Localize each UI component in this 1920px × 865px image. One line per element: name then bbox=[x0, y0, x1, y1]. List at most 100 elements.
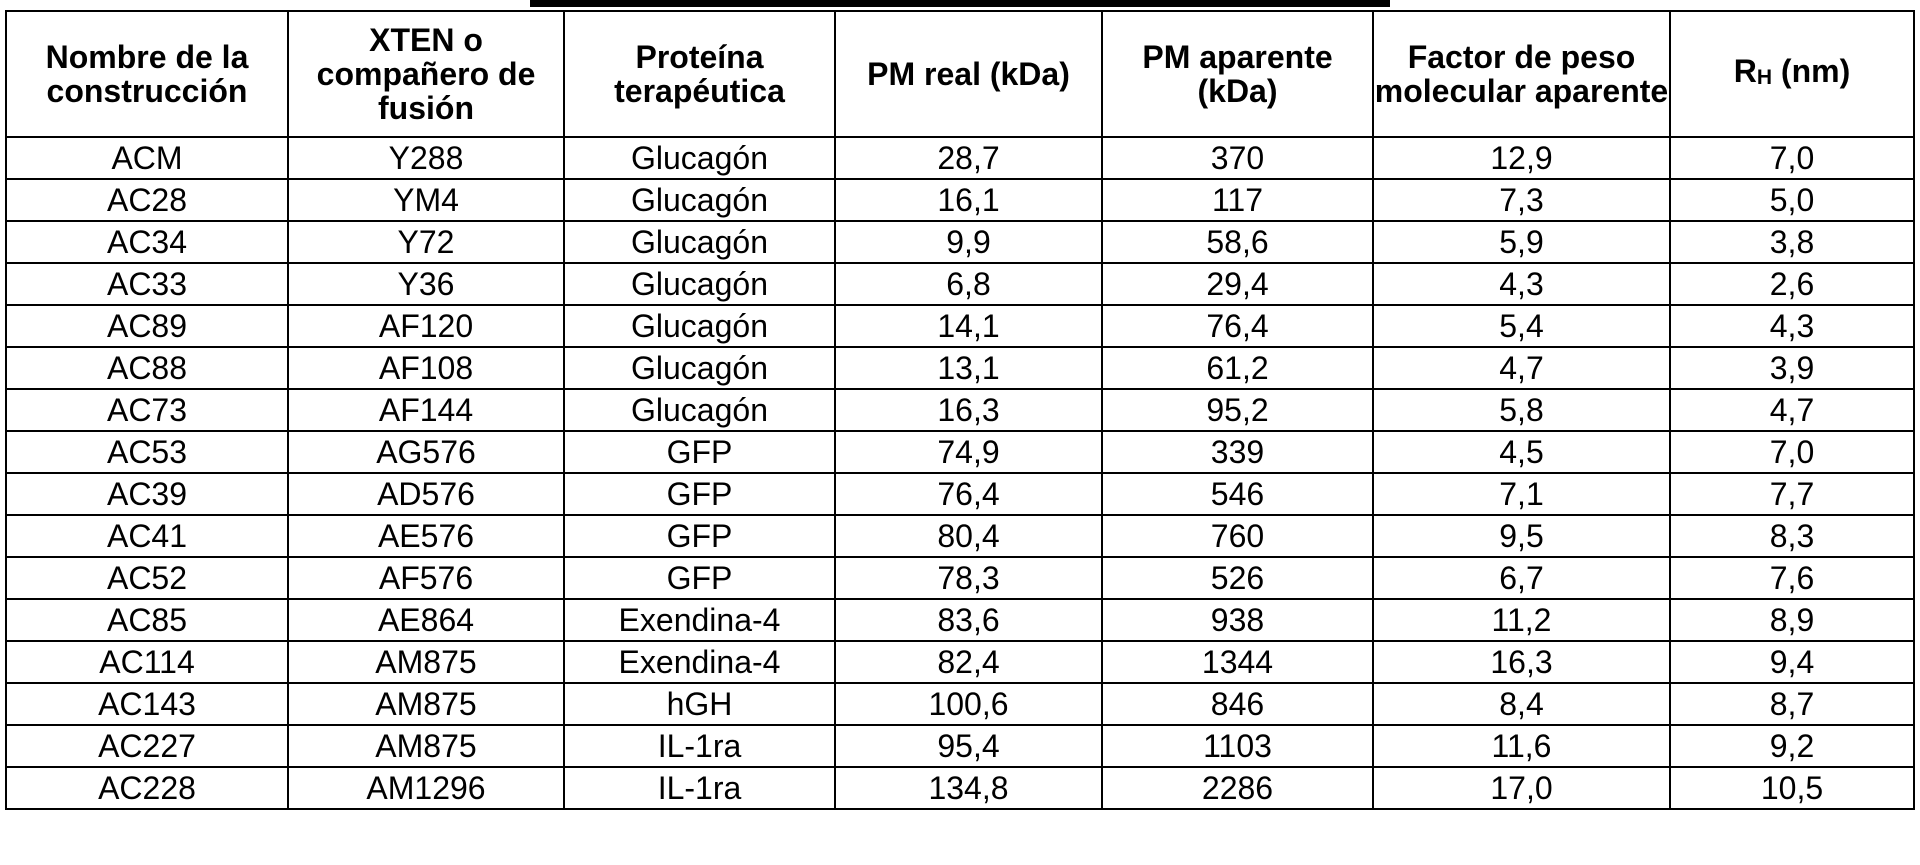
table-row: AC34Y72Glucagón9,958,65,93,8 bbox=[6, 221, 1914, 263]
cell-apparent-mw-factor: 4,5 bbox=[1373, 431, 1670, 473]
cell-apparent-mw-factor: 9,5 bbox=[1373, 515, 1670, 557]
cell-apparent-mw-factor: 8,4 bbox=[1373, 683, 1670, 725]
cell-xten-partner: AF576 bbox=[288, 557, 564, 599]
table-row: AC89AF120Glucagón14,176,45,44,3 bbox=[6, 305, 1914, 347]
cell-xten-partner: Y288 bbox=[288, 137, 564, 179]
top-rule bbox=[530, 0, 1390, 7]
header-xten-partner: XTEN o compañero de fusión bbox=[288, 11, 564, 137]
cell-xten-partner: AF120 bbox=[288, 305, 564, 347]
cell-construction-name: AC88 bbox=[6, 347, 288, 389]
cell-apparent-mw: 58,6 bbox=[1102, 221, 1373, 263]
header-rh-unit: (nm) bbox=[1772, 53, 1850, 89]
cell-xten-partner: AG576 bbox=[288, 431, 564, 473]
cell-real-mw: 28,7 bbox=[835, 137, 1102, 179]
cell-xten-partner: AE864 bbox=[288, 599, 564, 641]
cell-construction-name: AC28 bbox=[6, 179, 288, 221]
cell-hydrodynamic-radius: 5,0 bbox=[1670, 179, 1914, 221]
cell-hydrodynamic-radius: 8,3 bbox=[1670, 515, 1914, 557]
cell-hydrodynamic-radius: 3,9 bbox=[1670, 347, 1914, 389]
cell-apparent-mw: 370 bbox=[1102, 137, 1373, 179]
table-row: AC85AE864Exendina-483,693811,28,9 bbox=[6, 599, 1914, 641]
cell-real-mw: 6,8 bbox=[835, 263, 1102, 305]
table-row: AC41AE576GFP80,47609,58,3 bbox=[6, 515, 1914, 557]
cell-construction-name: AC228 bbox=[6, 767, 288, 809]
cell-construction-name: AC73 bbox=[6, 389, 288, 431]
cell-hydrodynamic-radius: 7,0 bbox=[1670, 137, 1914, 179]
cell-apparent-mw-factor: 7,1 bbox=[1373, 473, 1670, 515]
cell-real-mw: 16,3 bbox=[835, 389, 1102, 431]
cell-hydrodynamic-radius: 8,9 bbox=[1670, 599, 1914, 641]
cell-therapeutic-protein: Glucagón bbox=[564, 221, 835, 263]
table-row: AC88AF108Glucagón13,161,24,73,9 bbox=[6, 347, 1914, 389]
cell-real-mw: 95,4 bbox=[835, 725, 1102, 767]
table-row: ACMY288Glucagón28,737012,97,0 bbox=[6, 137, 1914, 179]
cell-real-mw: 9,9 bbox=[835, 221, 1102, 263]
cell-real-mw: 83,6 bbox=[835, 599, 1102, 641]
cell-apparent-mw-factor: 5,4 bbox=[1373, 305, 1670, 347]
cell-xten-partner: AD576 bbox=[288, 473, 564, 515]
cell-apparent-mw-factor: 4,3 bbox=[1373, 263, 1670, 305]
cell-xten-partner: AM875 bbox=[288, 641, 564, 683]
cell-hydrodynamic-radius: 4,3 bbox=[1670, 305, 1914, 347]
cell-therapeutic-protein: IL-1ra bbox=[564, 725, 835, 767]
cell-therapeutic-protein: GFP bbox=[564, 515, 835, 557]
cell-construction-name: AC52 bbox=[6, 557, 288, 599]
cell-therapeutic-protein: hGH bbox=[564, 683, 835, 725]
table-row: AC73AF144Glucagón16,395,25,84,7 bbox=[6, 389, 1914, 431]
cell-therapeutic-protein: GFP bbox=[564, 557, 835, 599]
cell-hydrodynamic-radius: 9,2 bbox=[1670, 725, 1914, 767]
header-hydrodynamic-radius: RH (nm) bbox=[1670, 11, 1914, 137]
cell-apparent-mw: 2286 bbox=[1102, 767, 1373, 809]
cell-hydrodynamic-radius: 9,4 bbox=[1670, 641, 1914, 683]
cell-construction-name: AC85 bbox=[6, 599, 288, 641]
cell-real-mw: 13,1 bbox=[835, 347, 1102, 389]
cell-apparent-mw-factor: 7,3 bbox=[1373, 179, 1670, 221]
table-row: AC143AM875hGH100,68468,48,7 bbox=[6, 683, 1914, 725]
cell-xten-partner: AF144 bbox=[288, 389, 564, 431]
cell-hydrodynamic-radius: 4,7 bbox=[1670, 389, 1914, 431]
cell-apparent-mw-factor: 11,6 bbox=[1373, 725, 1670, 767]
cell-apparent-mw: 760 bbox=[1102, 515, 1373, 557]
cell-real-mw: 16,1 bbox=[835, 179, 1102, 221]
cell-apparent-mw-factor: 11,2 bbox=[1373, 599, 1670, 641]
cell-real-mw: 80,4 bbox=[835, 515, 1102, 557]
table-row: AC52AF576GFP78,35266,77,6 bbox=[6, 557, 1914, 599]
cell-hydrodynamic-radius: 3,8 bbox=[1670, 221, 1914, 263]
cell-apparent-mw-factor: 5,9 bbox=[1373, 221, 1670, 263]
cell-apparent-mw: 95,2 bbox=[1102, 389, 1373, 431]
cell-xten-partner: Y36 bbox=[288, 263, 564, 305]
cell-construction-name: AC227 bbox=[6, 725, 288, 767]
cell-hydrodynamic-radius: 7,7 bbox=[1670, 473, 1914, 515]
cell-construction-name: ACM bbox=[6, 137, 288, 179]
table-row: AC53AG576GFP74,93394,57,0 bbox=[6, 431, 1914, 473]
header-apparent-mw: PM aparente (kDa) bbox=[1102, 11, 1373, 137]
cell-apparent-mw: 29,4 bbox=[1102, 263, 1373, 305]
cell-construction-name: AC89 bbox=[6, 305, 288, 347]
cell-real-mw: 82,4 bbox=[835, 641, 1102, 683]
cell-apparent-mw: 117 bbox=[1102, 179, 1373, 221]
header-apparent-mw-factor: Factor de peso molecular aparente bbox=[1373, 11, 1670, 137]
header-rh-subscript: H bbox=[1757, 66, 1772, 89]
cell-xten-partner: AF108 bbox=[288, 347, 564, 389]
cell-therapeutic-protein: Glucagón bbox=[564, 137, 835, 179]
cell-apparent-mw-factor: 17,0 bbox=[1373, 767, 1670, 809]
cell-apparent-mw: 526 bbox=[1102, 557, 1373, 599]
header-real-mw: PM real (kDa) bbox=[835, 11, 1102, 137]
table-row: AC227AM875IL-1ra95,4110311,69,2 bbox=[6, 725, 1914, 767]
cell-apparent-mw-factor: 5,8 bbox=[1373, 389, 1670, 431]
cell-therapeutic-protein: Glucagón bbox=[564, 179, 835, 221]
cell-xten-partner: AM1296 bbox=[288, 767, 564, 809]
cell-apparent-mw-factor: 12,9 bbox=[1373, 137, 1670, 179]
cell-apparent-mw: 1344 bbox=[1102, 641, 1373, 683]
cell-apparent-mw: 1103 bbox=[1102, 725, 1373, 767]
cell-construction-name: AC143 bbox=[6, 683, 288, 725]
cell-hydrodynamic-radius: 2,6 bbox=[1670, 263, 1914, 305]
cell-apparent-mw-factor: 6,7 bbox=[1373, 557, 1670, 599]
header-row: Nombre de la construcción XTEN o compañe… bbox=[6, 11, 1914, 137]
cell-xten-partner: Y72 bbox=[288, 221, 564, 263]
table-header: Nombre de la construcción XTEN o compañe… bbox=[6, 11, 1914, 137]
table-row: AC33Y36Glucagón6,829,44,32,6 bbox=[6, 263, 1914, 305]
cell-xten-partner: AM875 bbox=[288, 683, 564, 725]
cell-apparent-mw: 546 bbox=[1102, 473, 1373, 515]
table-row: AC39AD576GFP76,45467,17,7 bbox=[6, 473, 1914, 515]
